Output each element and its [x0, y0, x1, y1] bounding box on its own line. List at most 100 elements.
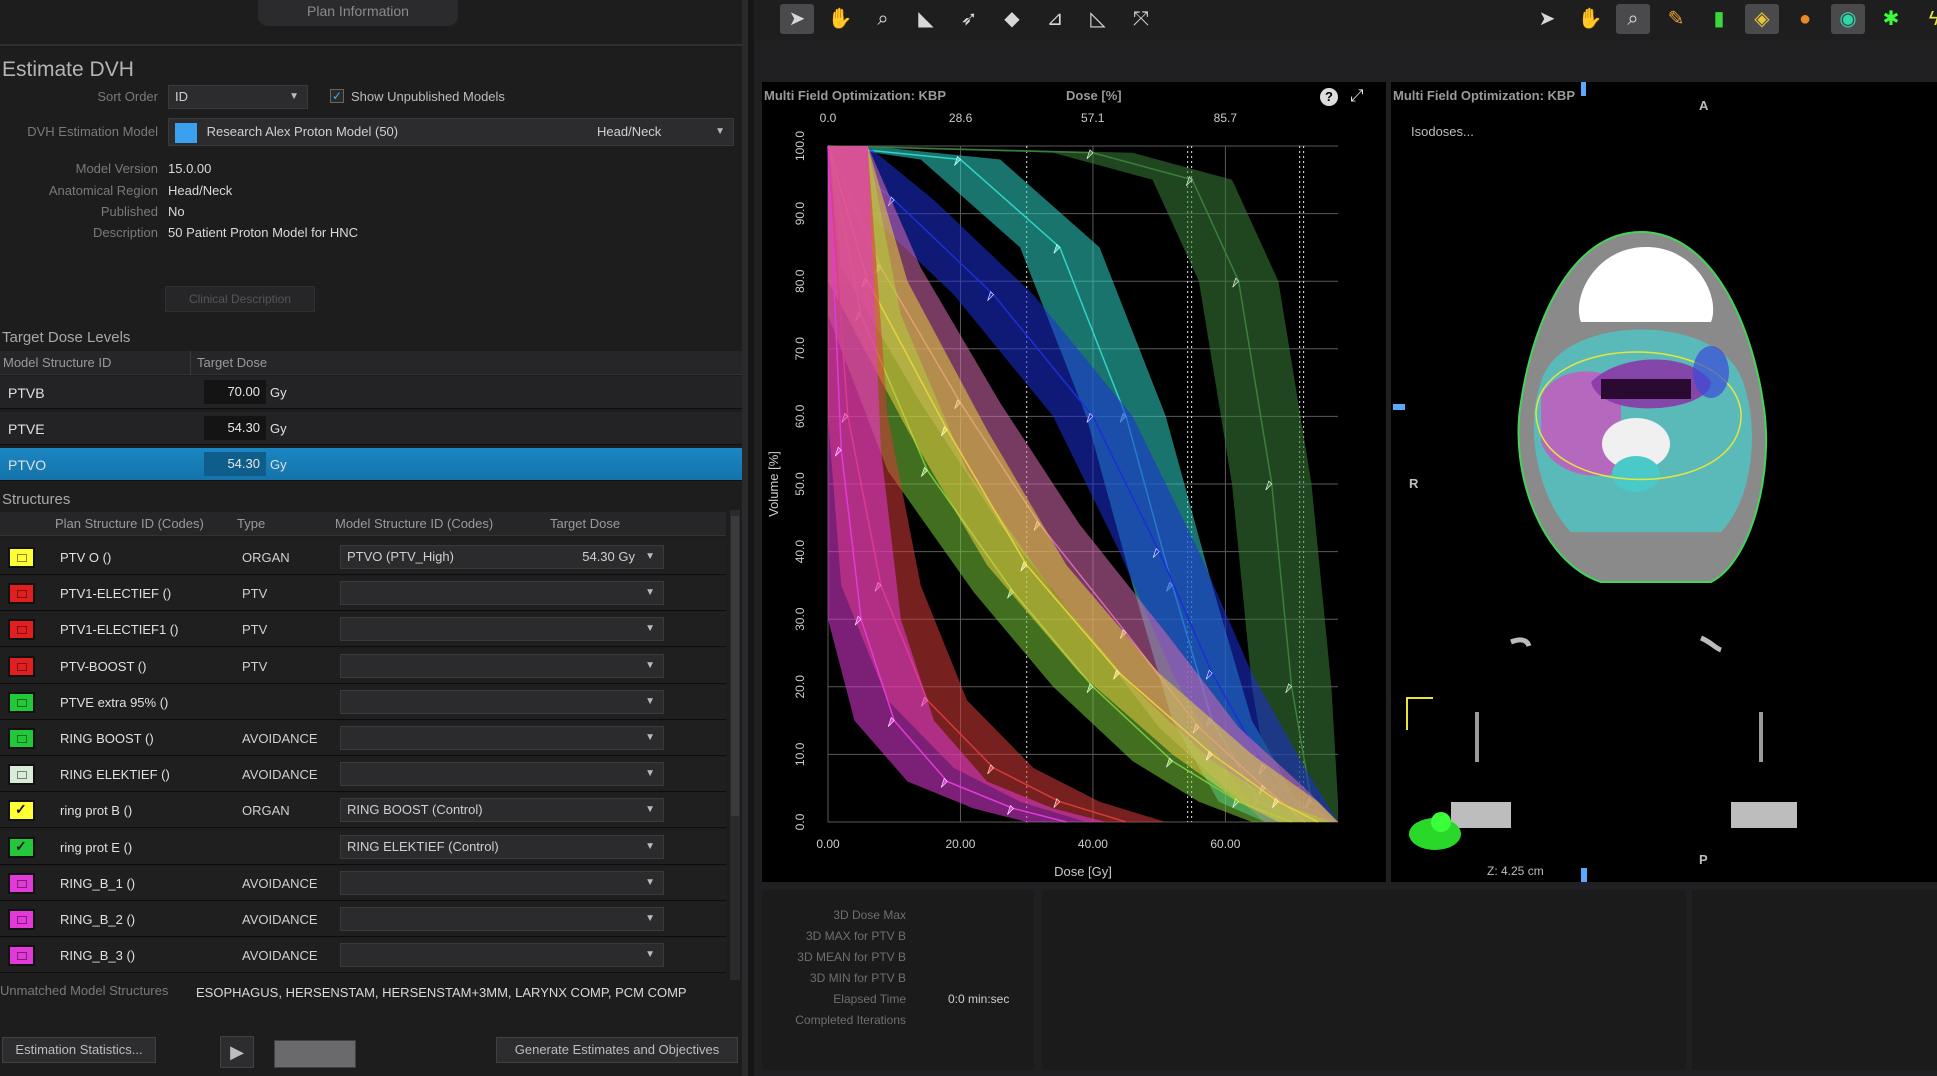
structure-toggle[interactable]	[8, 909, 35, 930]
plan-structure-id: RING_B_2 ()	[60, 912, 136, 927]
model-structure-select[interactable]: ▼	[340, 762, 664, 787]
structure-toggle[interactable]: ✓	[8, 800, 35, 822]
structure-toggle[interactable]	[8, 655, 35, 677]
zoom-icon[interactable]: ⌕	[877, 8, 889, 30]
model-structure-select[interactable]: ▼	[340, 943, 664, 968]
structure-toggle[interactable]	[8, 945, 35, 967]
direction-arrow-icon[interactable]: ➶	[960, 8, 978, 30]
structure-row[interactable]: RING BOOST () AVOIDANCE ▼	[0, 721, 726, 756]
model-structure-select[interactable]: ▼	[340, 726, 664, 750]
model-structure-select[interactable]: PTVO (PTV_High) 54.30 Gy ▼	[340, 545, 664, 569]
unmatched-value: ESOPHAGUS, HERSENSTAM, HERSENSTAM+3MM, L…	[196, 985, 687, 1000]
structure-toggle[interactable]	[8, 619, 35, 641]
target-dose-input[interactable]: 70.00	[204, 380, 266, 404]
y-tick-label: 80.0	[793, 269, 807, 293]
ct-image	[1393, 82, 1797, 882]
target-dose-input[interactable]: 54.30	[204, 416, 266, 440]
show-unpublished-checkbox[interactable]: ✓	[330, 89, 344, 103]
pan-hand-icon[interactable]: ✋	[827, 8, 853, 30]
model-structure-select[interactable]: ▼	[340, 689, 664, 714]
structure-icon[interactable]: ●	[1798, 8, 1812, 30]
figure-icon[interactable]: ✱	[1882, 8, 1900, 30]
isodoses-label[interactable]: Isodoses...	[1411, 124, 1474, 139]
structure-row[interactable]: PTVE extra 95% () ▼	[0, 684, 726, 720]
target-dose-row[interactable]: PTVB 70.00 Gy	[0, 376, 742, 409]
plan-structure-id: RING_B_3 ()	[60, 948, 136, 964]
window-level-icon[interactable]: ▮	[1713, 8, 1725, 30]
structure-row[interactable]: ✓ ring prot E () RING ELEKTIEF (Control) ▼	[0, 829, 726, 865]
structure-toggle[interactable]	[8, 547, 35, 568]
target-dose-row[interactable]: PTVO 54.30 Gy	[0, 448, 742, 481]
model-structure-select[interactable]: ▼	[340, 870, 664, 895]
structure-color-icon	[17, 662, 27, 671]
expand-icon[interactable]: ⤢	[1350, 86, 1364, 105]
eye-icon[interactable]: ◉	[1831, 4, 1865, 34]
scroll-thumb[interactable]	[731, 516, 739, 816]
structure-row[interactable]: PTV1-ELECTIEF () PTV ▼	[0, 576, 726, 612]
pan-hand-icon[interactable]: ✋	[1577, 8, 1603, 30]
brush-icon[interactable]: ✎	[1667, 8, 1685, 30]
structure-toggle[interactable]	[8, 728, 35, 749]
empty-pane	[1042, 890, 1686, 1070]
model-structure-select[interactable]: ▼	[340, 617, 664, 642]
structure-row[interactable]: RING ELEKTIEF () AVOIDANCE ▼	[0, 757, 726, 793]
structure-toggle[interactable]	[8, 764, 35, 786]
clinical-description-button[interactable]: Clinical Description	[165, 286, 315, 312]
bolt-icon[interactable]: ϟ	[1928, 8, 1937, 30]
structure-row[interactable]: RING_B_1 () AVOIDANCE ▼	[0, 865, 726, 901]
chevron-down-icon: ▼	[645, 840, 655, 852]
model-structure-select[interactable]: ▼	[340, 653, 664, 678]
structure-toggle[interactable]	[8, 583, 35, 605]
stat-label: Completed Iterations	[795, 1013, 906, 1027]
structure-row[interactable]: ✓ ring prot B () ORGAN RING BOOST (Control)…	[0, 793, 726, 829]
structure-row[interactable]: PTV1-ELECTIEF1 () PTV ▼	[0, 612, 726, 648]
structure-row[interactable]: RING_B_3 () AVOIDANCE ▼	[0, 938, 726, 974]
sort-order-select[interactable]: ID ▼	[168, 85, 308, 109]
structure-toggle[interactable]	[8, 691, 35, 713]
target-structure-name: PTVO	[8, 457, 47, 473]
structure-row[interactable]: PTV O () ORGAN PTVO (PTV_High) 54.30 Gy ▼	[0, 540, 726, 575]
generate-estimates-button[interactable]: Generate Estimates and Objectives	[496, 1037, 738, 1063]
play-button[interactable]: ▶	[220, 1036, 254, 1068]
target-dose-row[interactable]: PTVE 54.30 Gy	[0, 412, 742, 445]
fit-to-window-icon[interactable]: ⤧	[1133, 8, 1149, 30]
orientation-head-icon	[1431, 812, 1451, 832]
model-structure-select[interactable]: RING ELEKTIEF (Control) ▼	[340, 834, 664, 859]
pointer-icon[interactable]: ➤	[780, 4, 814, 34]
dose-profile-icon[interactable]: ⊿	[1046, 8, 1064, 30]
estimation-statistics-button[interactable]: Estimation Statistics...	[2, 1037, 156, 1063]
stat-label: 3D MIN for PTV B	[809, 971, 906, 985]
structure-toggle[interactable]	[8, 872, 35, 894]
empty-pane-right	[1692, 890, 1937, 1070]
model-structure-select[interactable]: RING BOOST (Control) ▼	[340, 798, 664, 823]
bone-fragment-right	[1699, 635, 1722, 653]
objective-marker	[1232, 277, 1240, 288]
stat-label: Elapsed Time	[833, 992, 906, 1006]
bone-fragment-left	[1510, 637, 1532, 648]
ct-view[interactable]: Multi Field Optimization: KBP Isodoses..…	[1391, 82, 1937, 882]
model-value: Research Alex Proton Model (50)	[206, 124, 399, 139]
pointer-icon[interactable]: ➤	[1538, 8, 1556, 30]
objective-marker	[921, 466, 928, 477]
target-dose-input[interactable]: 54.30	[204, 452, 266, 476]
dvh-view[interactable]: Multi Field Optimization: KBP Dose [%] ?…	[762, 82, 1386, 882]
dose-profile-alt-icon[interactable]: ◺	[1090, 8, 1106, 30]
zoom-icon[interactable]: ⌕	[1616, 4, 1650, 34]
structures-scrollbar[interactable]	[730, 510, 740, 980]
dose-unit: Gy	[270, 457, 287, 472]
dvh-model-select[interactable]: Research Alex Proton Model (50) Head/Nec…	[168, 118, 734, 146]
structure-row[interactable]: RING_B_2 () AVOIDANCE ▼	[0, 902, 726, 937]
model-structure-select[interactable]: ▼	[340, 907, 664, 931]
structure-toggle[interactable]: ✓	[8, 836, 35, 858]
dose-unit: Gy	[270, 385, 287, 400]
help-icon[interactable]: ?	[1320, 88, 1338, 106]
model-structure-select[interactable]: ▼	[340, 581, 664, 606]
diamond-icon[interactable]: ◆	[1004, 8, 1020, 30]
published-value: No	[168, 204, 185, 219]
progress-button[interactable]	[274, 1040, 356, 1068]
model-structure-value: RING ELEKTIEF (Control)	[347, 838, 499, 854]
beam-arrow-icon[interactable]: ◣	[918, 8, 934, 30]
plan-information-tab[interactable]: Plan Information	[258, 0, 458, 26]
structure-row[interactable]: PTV-BOOST () PTV ▼	[0, 648, 726, 684]
layer-icon[interactable]: ◈	[1745, 4, 1779, 34]
